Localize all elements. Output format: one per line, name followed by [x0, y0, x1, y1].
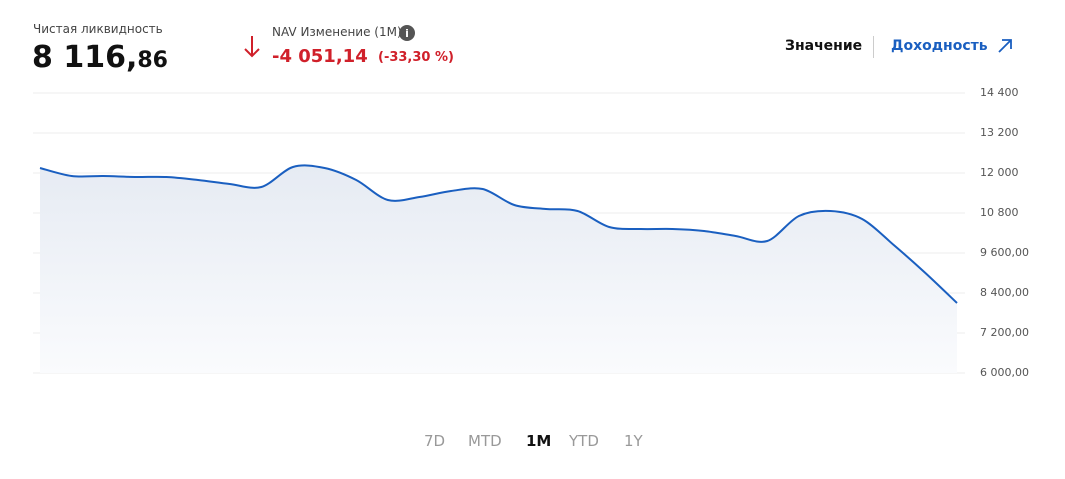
- period-option[interactable]: 1Y: [624, 432, 643, 450]
- y-tick-label: 12 000: [980, 166, 1019, 179]
- chart: 6 000,00 7 200,00 8 400,00 9 600,00 10 800 12…: [33, 86, 1029, 379]
- y-tick-label: 10 800: [980, 206, 1019, 219]
- y-tick-label: 13 200: [980, 126, 1019, 139]
- y-tick-label: 6 000,00: [980, 366, 1029, 379]
- nav-label: Чистая ликвидность: [33, 22, 163, 36]
- tab-yield[interactable]: Доходность: [891, 38, 988, 54]
- area-fill: [40, 165, 957, 373]
- tab-value[interactable]: Значение: [785, 38, 863, 54]
- change-value: -4 051,14: [272, 46, 368, 67]
- y-tick-label: 9 600,00: [980, 246, 1029, 259]
- nav-dec: 86: [137, 48, 168, 73]
- line: [39, 164, 958, 304]
- change-pct: (-33,30 %): [378, 50, 454, 65]
- y-tick-label: 14 400: [980, 86, 1019, 99]
- down-arrow: [244, 36, 260, 58]
- period-option[interactable]: MTD: [468, 432, 502, 450]
- change-label: NAV Изменение (1M): [272, 25, 402, 39]
- y-tick-label: 8 400,00: [980, 286, 1029, 299]
- nav-value: 8 116,86: [32, 40, 168, 75]
- y-tick-label: 7 200,00: [980, 326, 1029, 339]
- tab-divider: [873, 36, 874, 58]
- external-icon[interactable]: [997, 38, 1013, 54]
- nav-int: 8 116,: [32, 40, 138, 75]
- info-icon[interactable]: i: [398, 24, 416, 42]
- period-option[interactable]: YTD: [569, 432, 599, 450]
- period-option[interactable]: 1M: [526, 432, 552, 450]
- svg-text:i: i: [405, 27, 409, 40]
- period-option[interactable]: 7D: [424, 432, 446, 450]
